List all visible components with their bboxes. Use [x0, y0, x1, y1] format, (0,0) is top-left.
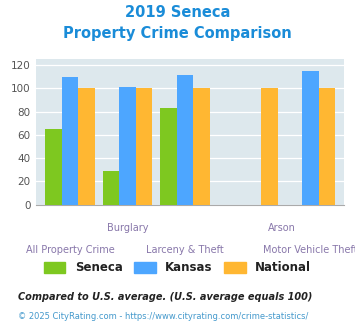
Bar [119, 87, 136, 205]
Text: Larceny & Theft: Larceny & Theft [146, 245, 224, 255]
Bar [45, 129, 62, 205]
Bar [160, 108, 177, 205]
Bar [136, 88, 152, 205]
Text: Property Crime Comparison: Property Crime Comparison [63, 26, 292, 41]
Bar [78, 88, 95, 205]
Bar [62, 77, 78, 205]
Text: © 2025 CityRating.com - https://www.cityrating.com/crime-statistics/: © 2025 CityRating.com - https://www.city… [18, 312, 308, 321]
Bar [302, 71, 319, 205]
Text: 2019 Seneca: 2019 Seneca [125, 5, 230, 20]
Text: Motor Vehicle Theft: Motor Vehicle Theft [263, 245, 355, 255]
Bar [103, 171, 119, 205]
Text: Compared to U.S. average. (U.S. average equals 100): Compared to U.S. average. (U.S. average … [18, 292, 312, 302]
Bar [261, 88, 278, 205]
Bar [193, 88, 210, 205]
Text: Arson: Arson [268, 223, 296, 234]
Text: All Property Crime: All Property Crime [26, 245, 114, 255]
Bar [319, 88, 335, 205]
Legend: Seneca, Kansas, National: Seneca, Kansas, National [39, 257, 316, 279]
Bar [177, 75, 193, 205]
Text: Burglary: Burglary [107, 223, 148, 234]
